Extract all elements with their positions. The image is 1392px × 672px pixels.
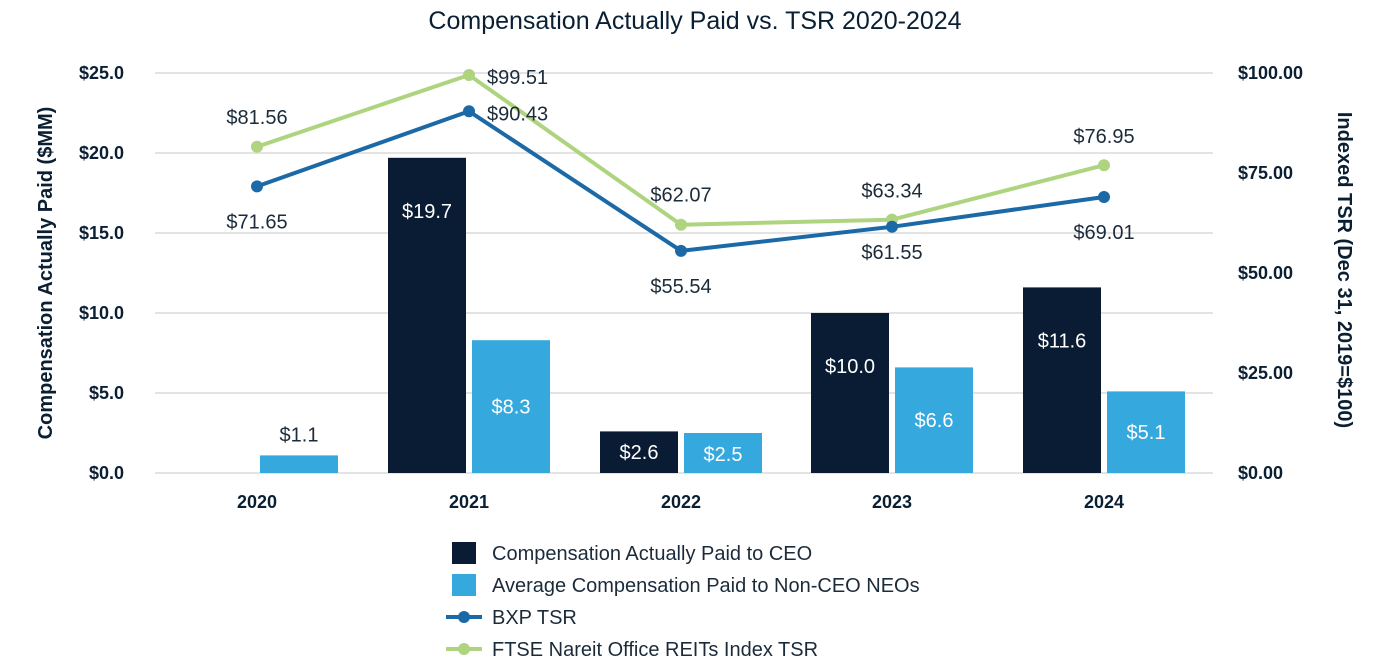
x-axis-tick: 2024 (1084, 492, 1124, 512)
left-axis-tick: $0.0 (89, 463, 124, 483)
x-axis-tick: 2020 (237, 492, 277, 512)
legend-swatch (452, 542, 476, 564)
legend-swatch (452, 574, 476, 596)
axes: $0.0 $5.0 $10.0 $15.0 $20.0 $25.0 $0.00 $25.00 $… (79, 63, 1303, 512)
neo-bar-label: $6.6 (915, 410, 954, 432)
x-axis-tick: 2023 (872, 492, 912, 512)
right-axis-tick: $25.00 (1238, 363, 1293, 383)
left-axis-tick: $25.0 (79, 63, 124, 83)
neo-bar (684, 433, 762, 473)
ceo-bar-label: $10.0 (825, 356, 875, 378)
data-labels: $1.1 $19.7 $8.3 $2.6 $2.5 $10.0 $6.6 $11.6 $5.1 $… (226, 67, 1165, 466)
right-axis-tick: $50.00 (1238, 263, 1293, 283)
left-axis-tick: $5.0 (89, 383, 124, 403)
left-axis-title: Compensation Actually Paid ($MM) (35, 107, 57, 440)
x-axis-tick: 2022 (661, 492, 701, 512)
right-axis-tick: $75.00 (1238, 163, 1293, 183)
bxp-tsr-label: $55.54 (650, 276, 711, 298)
ftse-tsr-label: $81.56 (226, 107, 287, 129)
ceo-bar (388, 157, 466, 474)
left-axis-tick: $20.0 (79, 143, 124, 163)
bxp-tsr-label: $90.43 (487, 103, 548, 125)
bxp-tsr-point (463, 105, 475, 118)
legend-label: FTSE Nareit Office REITs Index TSR (492, 639, 818, 661)
legend-marker (458, 611, 470, 623)
left-axis-tick: $10.0 (79, 303, 124, 323)
chart-title: Compensation Actually Paid vs. TSR 2020-… (428, 7, 961, 35)
legend-label: BXP TSR (492, 607, 577, 629)
ceo-bar (600, 431, 678, 473)
ftse-tsr-point (463, 68, 475, 81)
bxp-tsr-point (675, 244, 687, 257)
ftse-tsr-point (251, 140, 263, 153)
bxp-tsr-label: $71.65 (226, 211, 287, 233)
neo-bar-label: $2.5 (704, 444, 743, 466)
ceo-bar (1023, 287, 1101, 473)
legend-label: Compensation Actually Paid to CEO (492, 543, 812, 565)
ftse-tsr-label: $76.95 (1073, 126, 1134, 148)
bxp-tsr-point (251, 180, 263, 193)
bxp-tsr-label: $61.55 (861, 242, 922, 264)
right-axis-tick: $100.00 (1238, 63, 1303, 83)
bxp-tsr-point (886, 220, 898, 233)
neo-bar (895, 367, 973, 473)
neo-bar-label: $1.1 (280, 424, 319, 446)
ftse-tsr-label: $63.34 (861, 181, 922, 203)
right-axis-tick: $0.00 (1238, 463, 1283, 483)
ceo-bar-label: $11.6 (1038, 330, 1087, 352)
neo-bar-label: $8.3 (492, 397, 531, 419)
tsr-lines (251, 68, 1110, 257)
ceo-bar-label: $2.6 (620, 442, 659, 464)
x-axis-tick: 2021 (449, 492, 489, 512)
neo-bar-label: $5.1 (1127, 422, 1166, 444)
neo-bar (260, 455, 338, 473)
neo-bar (472, 340, 550, 473)
bxp-tsr-label: $69.01 (1073, 222, 1134, 244)
neo-bar (1107, 391, 1185, 473)
ftse-tsr-point (1098, 159, 1110, 172)
legend-marker (458, 643, 470, 655)
ftse-tsr-point (675, 218, 687, 231)
bxp-tsr-point (1098, 190, 1110, 203)
bars (260, 157, 1185, 474)
ceo-bar (811, 313, 889, 473)
ceo-bar-label: $19.7 (402, 201, 452, 223)
right-axis-title: Indexed TSR (Dec 31, 2019=$100) (1333, 112, 1355, 428)
legend-label: Average Compensation Paid to Non-CEO NEO… (492, 575, 920, 597)
ftse-tsr-label: $99.51 (487, 67, 548, 89)
legend: Compensation Actually Paid to CEO Average… (446, 542, 920, 661)
left-axis-tick: $15.0 (79, 223, 124, 243)
ftse-tsr-label: $62.07 (650, 185, 711, 207)
